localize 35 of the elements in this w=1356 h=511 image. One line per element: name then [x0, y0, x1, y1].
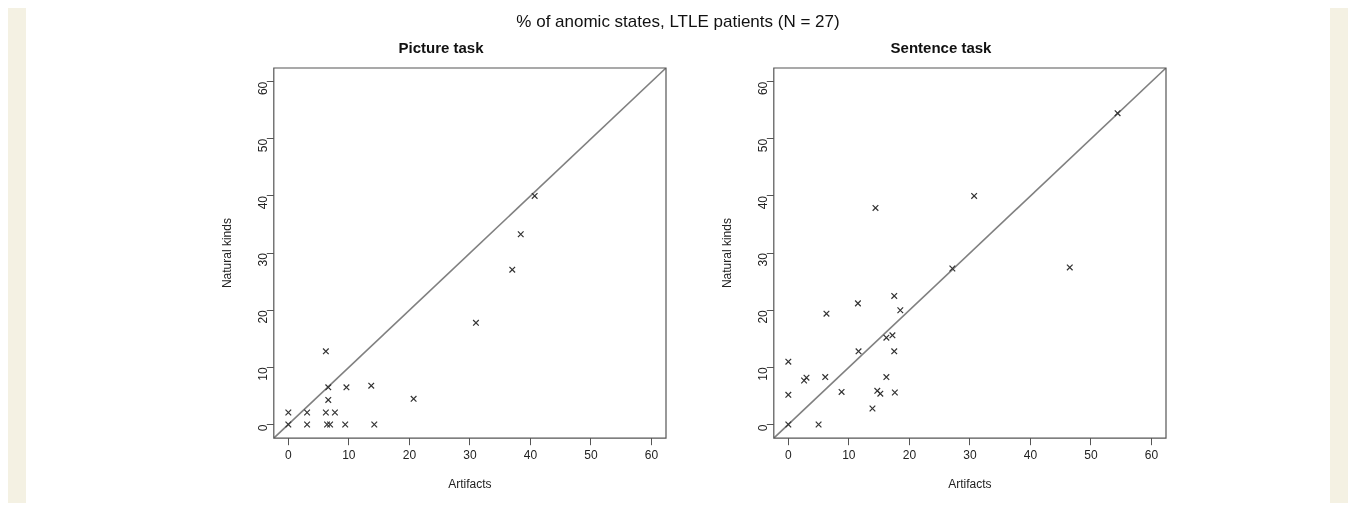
x-tick-label: 40: [523, 447, 538, 462]
y-tick-label: 20: [756, 309, 771, 324]
text: % of anomic states, LTLE patients (N = 27): [515, 12, 841, 32]
y-tick-label: 0: [756, 424, 771, 432]
x-tick-label: 20: [402, 447, 417, 462]
y-tick-label: 20: [256, 309, 271, 324]
y-tick-label: 30: [756, 252, 771, 267]
x-axis-title: Artifacts: [448, 477, 492, 492]
x-tick-label: 30: [963, 447, 977, 462]
x-tick-label: 60: [644, 447, 659, 462]
y-tick-label: 40: [756, 195, 771, 210]
y-tick-label: 30: [256, 252, 271, 267]
y-tick-label: 0: [256, 424, 271, 432]
y-tick-label: 60: [756, 81, 771, 96]
x-tick-label: 50: [1084, 447, 1098, 462]
y-tick-label: 10: [256, 367, 271, 381]
x-tick-label: 30: [463, 447, 477, 462]
y-tick-label: 40: [256, 195, 271, 210]
x-tick-label: 10: [342, 447, 356, 462]
y-tick-label: 50: [256, 138, 271, 153]
y-tick-label: 60: [256, 81, 271, 96]
x-tick-label: 0: [284, 447, 292, 462]
x-tick-label: 40: [1023, 447, 1038, 462]
y-tick-label: 50: [756, 138, 771, 153]
x-tick-label: 20: [902, 447, 917, 462]
chart-title: Sentence task: [890, 39, 993, 57]
x-tick-label: 50: [584, 447, 598, 462]
y-axis-title: Natural kinds: [719, 218, 734, 289]
y-tick-label: 10: [756, 367, 771, 381]
y-axis-title: Natural kinds: [219, 218, 234, 289]
x-tick-label: 60: [1144, 447, 1159, 462]
x-tick-label: 10: [842, 447, 856, 462]
x-axis-title: Artifacts: [948, 477, 992, 492]
chart-title: Picture task: [398, 39, 485, 57]
x-tick-label: 0: [784, 447, 792, 462]
